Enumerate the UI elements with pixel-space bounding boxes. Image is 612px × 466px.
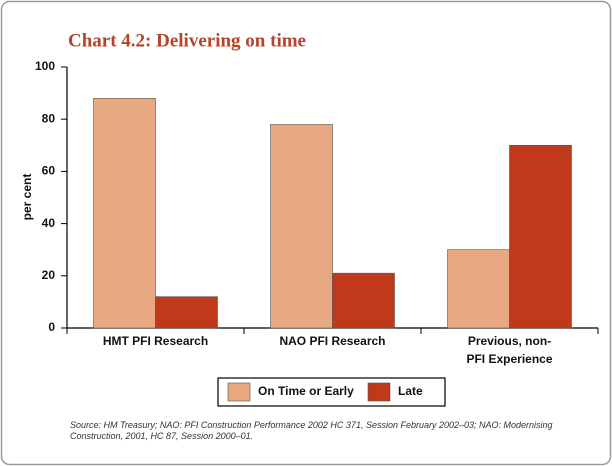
- y-tick-label: 80: [42, 111, 56, 125]
- legend-box: [217, 377, 446, 407]
- legend-swatch: [227, 382, 251, 402]
- legend-label: Late: [398, 384, 423, 398]
- x-tick-label: HMT PFI Research: [103, 334, 208, 348]
- y-tick-label: 100: [35, 59, 55, 73]
- y-tick-label: 40: [42, 216, 56, 230]
- legend-label: On Time or Early: [258, 384, 354, 398]
- x-tick-label: Previous, non-PFI Experience: [466, 334, 552, 366]
- x-tick-label: NAO PFI Research: [279, 334, 385, 348]
- bar: [93, 98, 156, 329]
- bar: [509, 145, 572, 329]
- source-note: Source: HM Treasury; NAO: PFI Constructi…: [70, 420, 553, 441]
- bar: [332, 272, 395, 329]
- y-tick-label: 60: [42, 164, 56, 178]
- y-tick-label: 0: [48, 320, 55, 334]
- bar: [155, 296, 218, 329]
- bar: [270, 124, 333, 329]
- chart-title: Chart 4.2: Delivering on time: [68, 30, 306, 51]
- bar: [447, 249, 510, 329]
- y-tick-label: 20: [42, 268, 56, 282]
- y-axis-label: per cent: [20, 174, 34, 221]
- legend-swatch: [367, 382, 391, 402]
